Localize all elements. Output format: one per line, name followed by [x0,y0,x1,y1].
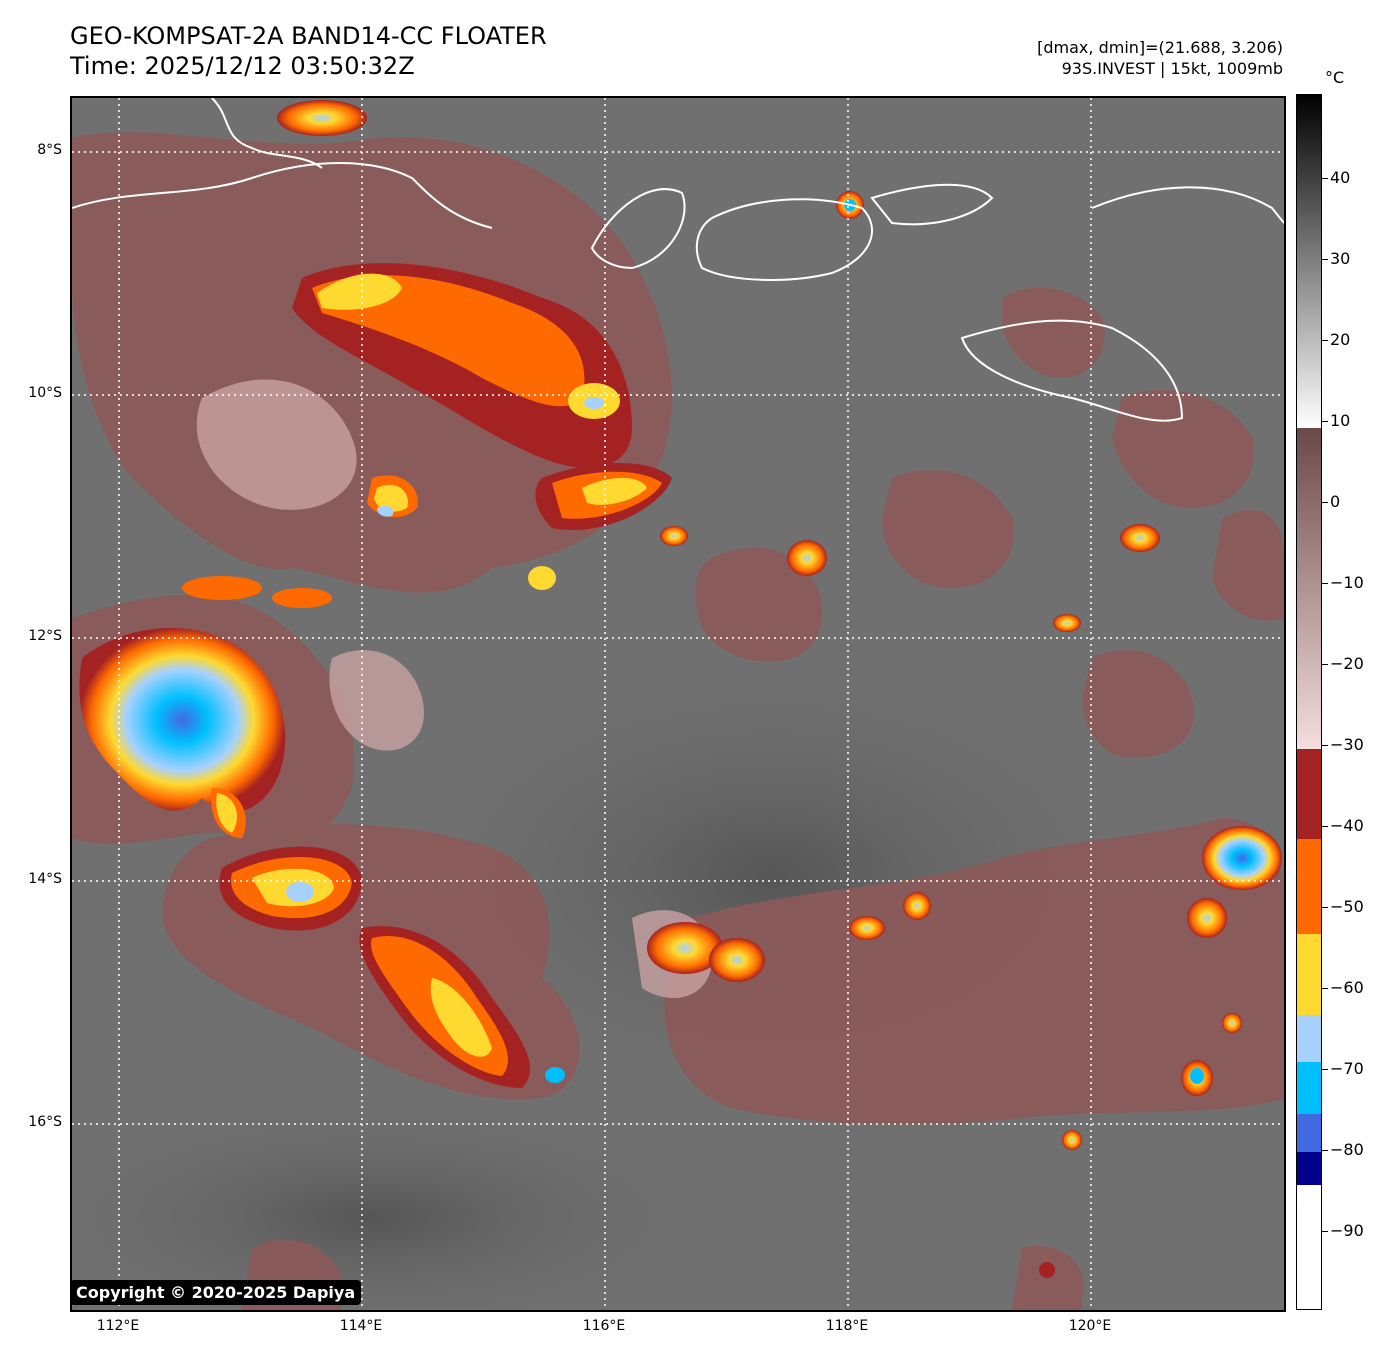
lon-label-114e: 114°E [339,1318,383,1334]
coastlines [72,98,1284,422]
lat-label-12s: 12°S [28,628,62,644]
colorbar-label: −20 [1330,654,1364,673]
title-line-1: GEO-KOMPSAT-2A BAND14-CC FLOATER [70,22,547,50]
colorbar-tick [1322,340,1328,341]
lat-label-16s: 16°S [28,1114,62,1130]
colorbar-tick [1322,178,1328,179]
colorbar-label: 30 [1330,249,1351,268]
lon-label-120e: 120°E [1068,1318,1112,1334]
colorbar-tick [1322,745,1328,746]
colorbar-label: −50 [1330,897,1364,916]
small-cells [277,100,1282,1278]
colorbar-tick [1322,583,1328,584]
colorbar-unit: °C [1325,68,1345,87]
colorbar-tick [1322,1231,1328,1232]
lon-label-118e: 118°E [825,1318,869,1334]
lat-label-10s: 10°S [28,385,62,401]
copyright-badge: Copyright © 2020-2025 Dapiya [70,1280,362,1305]
colorbar-tick [1322,988,1328,989]
satellite-image [72,98,1284,1310]
storm-info: 93S.INVEST | 15kt, 1009mb [1061,59,1283,78]
lon-label-112e: 112°E [96,1318,140,1334]
colorbar-tick [1322,1069,1328,1070]
dmax-dmin-info: [dmax, dmin]=(21.688, 3.206) [1037,38,1283,57]
colorbar-label: −90 [1330,1221,1364,1240]
colorbar-tick [1322,1150,1328,1151]
colorbar-label: 20 [1330,330,1351,349]
colorbar-gradient [1297,95,1321,1309]
colorbar-tick [1322,826,1328,827]
graticule [72,98,1284,1310]
colorbar-label: 0 [1330,492,1341,511]
lon-label-116e: 116°E [582,1318,626,1334]
convective-cells [182,263,672,608]
lat-label-14s: 14°S [28,871,62,887]
satellite-map [70,96,1286,1312]
colorbar-label: 40 [1330,168,1351,187]
colorbar-tick [1322,502,1328,503]
colorbar-label: −80 [1330,1140,1364,1159]
colorbar-label: −60 [1330,978,1364,997]
southern-cells [219,846,565,1088]
colorbar-label: −10 [1330,573,1364,592]
colorbar-label: −40 [1330,816,1364,835]
lat-label-8s: 8°S [37,142,62,158]
main-storm-cell [79,628,286,838]
colorbar-tick [1322,907,1328,908]
colorbar-tick [1322,421,1328,422]
title-line-2: Time: 2025/12/12 03:50:32Z [70,52,415,80]
colorbar-tick [1322,259,1328,260]
colorbar-label: −30 [1330,735,1364,754]
colorbar-label: 10 [1330,411,1351,430]
colorbar-label: −70 [1330,1059,1364,1078]
colorbar [1296,94,1322,1310]
colorbar-tick [1322,664,1328,665]
